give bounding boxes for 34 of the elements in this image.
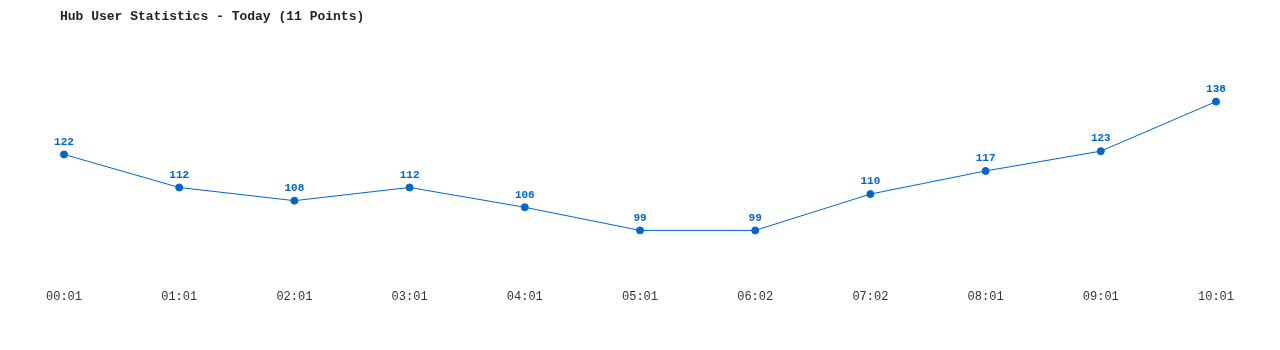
data-label: 122 bbox=[54, 135, 74, 148]
point bbox=[751, 226, 760, 235]
x-tick-label: 00:01 bbox=[46, 289, 83, 304]
data-label: 106 bbox=[514, 188, 535, 201]
data-label: 138 bbox=[1206, 82, 1227, 95]
x-tick-label: 06:02 bbox=[737, 289, 774, 304]
x-tick-label: 02:01 bbox=[276, 289, 313, 304]
data-label: 117 bbox=[975, 152, 996, 165]
data-label: 99 bbox=[748, 211, 762, 224]
point bbox=[636, 226, 644, 235]
x-tick-label: 07:02 bbox=[852, 289, 889, 304]
point bbox=[60, 150, 68, 159]
x-tick-label: 04:01 bbox=[506, 289, 543, 304]
x-tick-label: 01:01 bbox=[161, 289, 198, 304]
data-label: 112 bbox=[169, 168, 190, 181]
data-label: 123 bbox=[1090, 132, 1112, 145]
data-label: 112 bbox=[399, 168, 420, 181]
point bbox=[520, 203, 529, 212]
x-tick-label: 08:01 bbox=[967, 289, 1004, 304]
x-tick-label: 03:01 bbox=[391, 289, 428, 304]
point bbox=[981, 166, 990, 175]
data-label: 110 bbox=[860, 175, 881, 188]
point bbox=[1096, 147, 1105, 156]
point bbox=[290, 196, 299, 205]
x-tick-label: 09:01 bbox=[1082, 289, 1119, 304]
data-label: 99 bbox=[633, 211, 647, 224]
point bbox=[175, 183, 184, 192]
chart-title: Hub User Statistics - Today (11 Points) bbox=[60, 9, 365, 24]
point bbox=[866, 190, 875, 199]
point bbox=[1212, 97, 1220, 106]
data-label: 108 bbox=[284, 181, 305, 194]
x-tick-label: 10:01 bbox=[1197, 289, 1234, 304]
x-tick-label: 05:01 bbox=[621, 289, 659, 304]
point bbox=[405, 183, 414, 192]
